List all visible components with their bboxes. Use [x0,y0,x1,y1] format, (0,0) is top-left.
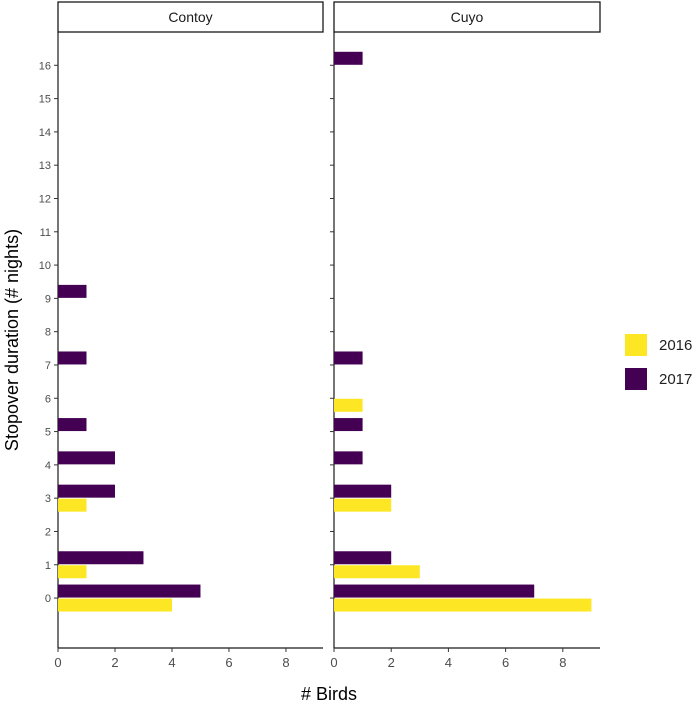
bar-cuyo-2017-y7 [334,351,363,365]
y-tick-label-5: 5 [45,427,51,439]
y-tick-label-11: 11 [40,227,51,239]
bar-cuyo-2017-y16 [334,51,363,65]
y-tick-label-3: 3 [45,493,51,505]
y-tick-label-16: 16 [39,60,51,72]
x-axis-title: # Birds [301,684,357,704]
y-tick-label-7: 7 [45,360,51,372]
bar-contoy-2017-y7 [58,351,87,365]
y-tick-label-2: 2 [45,526,51,538]
bar-contoy-2017-y4 [58,451,115,465]
bar-cuyo-2017-y4 [334,451,363,465]
legend-label-2017: 2017 [659,370,693,388]
x-tick-label-cuyo-8: 8 [559,655,566,670]
bar-contoy-2017-y0 [58,584,201,598]
bar-contoy-2017-y1 [58,551,144,565]
y-tick-label-10: 10 [39,260,51,272]
bar-contoy-2017-y9 [58,284,87,298]
y-tick-label-9: 9 [45,293,51,305]
bar-cuyo-2016-y1 [334,565,420,579]
x-tick-label-contoy-4: 4 [168,655,175,670]
x-tick-label-cuyo-2: 2 [388,655,395,670]
y-tick-label-13: 13 [39,160,51,172]
bar-cuyo-2017-y1 [334,551,392,565]
y-tick-label-6: 6 [45,393,51,405]
bar-contoy-2016-y1 [58,565,87,579]
x-tick-label-contoy-8: 8 [282,655,289,670]
legend-item-2017: 2017 [625,362,692,396]
y-tick-label-0: 0 [45,593,51,605]
bar-contoy-2017-y5 [58,418,87,432]
facet-label-cuyo: Cuyo [451,9,484,25]
bar-cuyo-2016-y0 [334,598,592,612]
facet-strip-cuyo [333,1,601,33]
bar-contoy-2016-y0 [58,598,172,612]
bar-cuyo-2017-y3 [334,484,392,498]
legend-item-2016: 2016 [625,328,692,362]
x-tick-label-contoy-2: 2 [111,655,118,670]
x-tick-label-cuyo-0: 0 [330,655,337,670]
facet-label-contoy: Contoy [168,9,212,25]
legend: 2016 2017 [625,328,692,396]
y-tick-label-12: 12 [39,193,51,205]
bar-contoy-2017-y3 [58,484,115,498]
bar-cuyo-2016-y6 [334,398,363,412]
bar-contoy-2016-y3 [58,498,87,512]
x-tick-label-cuyo-6: 6 [502,655,509,670]
x-tick-label-cuyo-4: 4 [445,655,452,670]
bar-cuyo-2017-y5 [334,418,363,432]
facet-strip-contoy [57,1,324,33]
y-tick-label-14: 14 [39,127,51,139]
y-tick-label-4: 4 [45,460,51,472]
y-tick-label-8: 8 [45,327,51,339]
legend-swatch-2016 [625,334,647,356]
y-axis-title: Stopover duration (# nights) [2,229,22,451]
y-tick-label-1: 1 [45,560,51,572]
legend-swatch-2017 [625,368,647,390]
bar-cuyo-2017-y0 [334,584,535,598]
legend-label-2016: 2016 [659,336,693,354]
x-tick-label-contoy-6: 6 [225,655,232,670]
x-tick-label-contoy-0: 0 [54,655,61,670]
y-tick-label-15: 15 [39,94,51,106]
bar-cuyo-2016-y3 [334,498,392,512]
